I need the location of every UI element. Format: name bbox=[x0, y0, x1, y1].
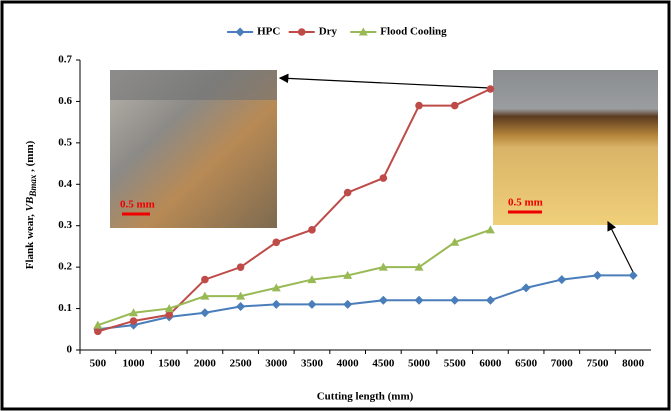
legend-label: HPC bbox=[257, 26, 280, 38]
x-tick-label: 2500 bbox=[230, 358, 253, 370]
x-axis-label: Cutting length (mm) bbox=[317, 391, 414, 403]
y-tick-label: 0.2 bbox=[58, 261, 72, 273]
y-label-part: Flank wear, bbox=[24, 211, 36, 269]
y-label-part: , (mm) bbox=[24, 140, 36, 174]
marker bbox=[308, 226, 316, 234]
marker bbox=[237, 263, 245, 271]
legend-label: Dry bbox=[319, 26, 338, 38]
marker bbox=[298, 28, 306, 36]
y-label-part: VB bbox=[24, 197, 36, 212]
inset-photo-tool bbox=[110, 70, 277, 100]
x-tick-label: 1500 bbox=[158, 358, 181, 370]
marker bbox=[380, 174, 388, 182]
y-tick-label: 0.5 bbox=[58, 136, 72, 148]
marker bbox=[165, 311, 173, 319]
y-tick-label: 0.3 bbox=[58, 219, 72, 231]
x-tick-label: 8000 bbox=[622, 358, 645, 370]
x-tick-label: 7500 bbox=[586, 358, 609, 370]
marker bbox=[94, 328, 102, 336]
x-tick-label: 4500 bbox=[372, 358, 395, 370]
marker bbox=[415, 102, 423, 110]
x-tick-label: 5500 bbox=[444, 358, 467, 370]
x-tick-label: 500 bbox=[90, 358, 107, 370]
x-tick-label: 3000 bbox=[265, 358, 288, 370]
marker bbox=[130, 317, 138, 325]
x-tick-label: 4000 bbox=[337, 358, 360, 370]
x-tick-label: 5000 bbox=[408, 358, 431, 370]
marker bbox=[487, 85, 495, 93]
x-tick-label: 6500 bbox=[515, 358, 538, 370]
y-label-part: Bmax bbox=[28, 174, 38, 198]
x-tick-label: 3500 bbox=[301, 358, 324, 370]
y-tick-label: 0.6 bbox=[58, 95, 72, 107]
x-tick-label: 2000 bbox=[194, 358, 217, 370]
y-tick-label: 0.1 bbox=[58, 302, 72, 314]
x-tick-label: 6000 bbox=[479, 358, 502, 370]
y-tick-label: 0 bbox=[67, 344, 73, 356]
scale-label: 0.5 mm bbox=[508, 197, 543, 209]
scale-label: 0.5 mm bbox=[120, 199, 155, 211]
marker bbox=[201, 276, 209, 284]
marker bbox=[272, 238, 280, 246]
y-tick-label: 0.4 bbox=[58, 178, 72, 190]
chart: HPC Dry Flood Cooling 0.5 mm 0.5 mm Cuttin… bbox=[0, 0, 671, 411]
page: HPC Dry Flood Cooling 0.5 mm 0.5 mm Cuttin… bbox=[0, 0, 671, 411]
marker bbox=[451, 102, 459, 110]
y-tick-label: 0.7 bbox=[58, 54, 72, 66]
marker bbox=[344, 189, 352, 197]
legend-label: Flood Cooling bbox=[380, 26, 447, 38]
x-tick-label: 1000 bbox=[123, 358, 146, 370]
x-tick-label: 7000 bbox=[551, 358, 574, 370]
